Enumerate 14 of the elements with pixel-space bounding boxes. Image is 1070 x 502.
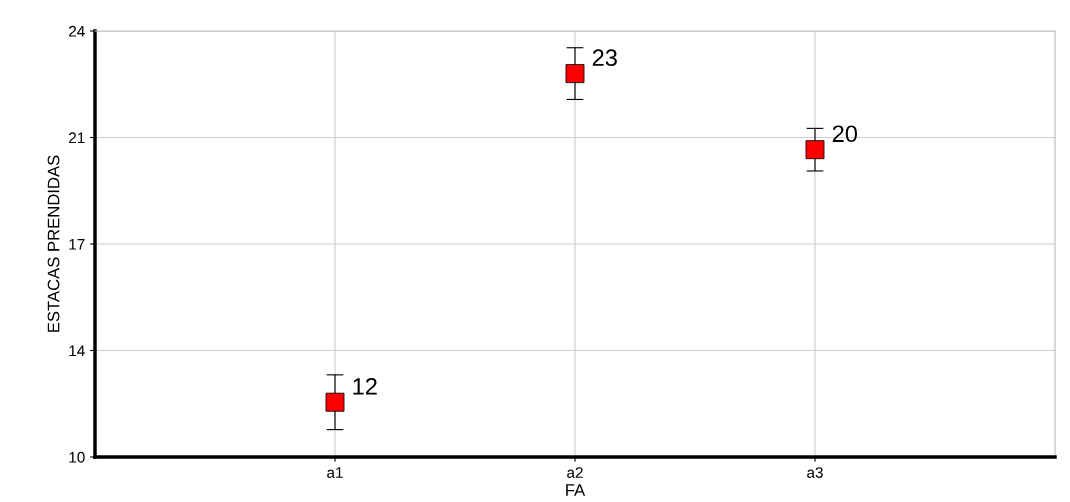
- x-tick-label: a1: [327, 467, 343, 478]
- x-tick-label: a2: [567, 467, 583, 478]
- data-label: 20: [832, 125, 858, 143]
- data-label: 12: [353, 377, 377, 395]
- y-tick-label: 24: [69, 25, 85, 37]
- y-tick-label: 14: [69, 345, 85, 357]
- y-axis-title: ESTACAS PRENDIDAS: [47, 155, 60, 332]
- data-label: 23: [592, 49, 617, 67]
- x-axis-title: FA: [566, 484, 586, 496]
- x-tick-label: a3: [807, 467, 823, 478]
- y-tick-label: 21: [69, 132, 85, 144]
- point: [805, 140, 825, 160]
- y-tick-label: 10: [69, 451, 85, 463]
- y-tick-label: 17: [69, 239, 85, 250]
